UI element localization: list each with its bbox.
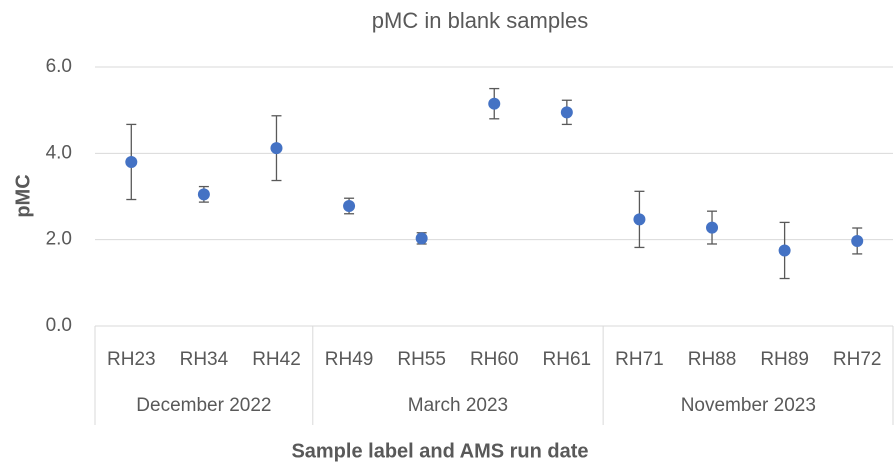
chart-title: pMC in blank samples — [372, 8, 588, 33]
x-tick-label: RH60 — [470, 349, 519, 370]
group-label: March 2023 — [408, 395, 508, 416]
x-tick-label: RH89 — [760, 349, 809, 370]
x-tick-label: RH72 — [833, 349, 882, 370]
data-point — [125, 155, 138, 168]
x-tick-label: RH42 — [252, 349, 301, 370]
x-tick-label: RH34 — [180, 349, 229, 370]
y-tick-label: 6.0 — [46, 56, 72, 77]
x-tick-label: RH55 — [397, 349, 446, 370]
data-point — [488, 97, 501, 110]
x-axis-title: Sample label and AMS run date — [291, 440, 588, 462]
y-axis-title: pMC — [12, 174, 34, 217]
data-point — [415, 232, 428, 245]
data-point — [633, 213, 646, 226]
data-point — [270, 142, 283, 155]
data-point — [560, 106, 573, 119]
x-tick-label: RH71 — [615, 349, 664, 370]
y-tick-label: 2.0 — [46, 229, 72, 250]
x-tick-label: RH61 — [543, 349, 592, 370]
data-point — [343, 199, 356, 212]
data-point — [197, 188, 210, 201]
group-label: December 2022 — [136, 395, 271, 416]
x-tick-label: RH23 — [107, 349, 156, 370]
data-point — [851, 234, 864, 247]
group-label: November 2023 — [681, 395, 816, 416]
data-point — [778, 244, 791, 257]
x-tick-label: RH49 — [325, 349, 374, 370]
y-tick-label: 4.0 — [46, 142, 72, 163]
x-tick-label: RH88 — [688, 349, 737, 370]
data-point — [706, 221, 719, 234]
y-tick-label: 0.0 — [46, 315, 72, 336]
